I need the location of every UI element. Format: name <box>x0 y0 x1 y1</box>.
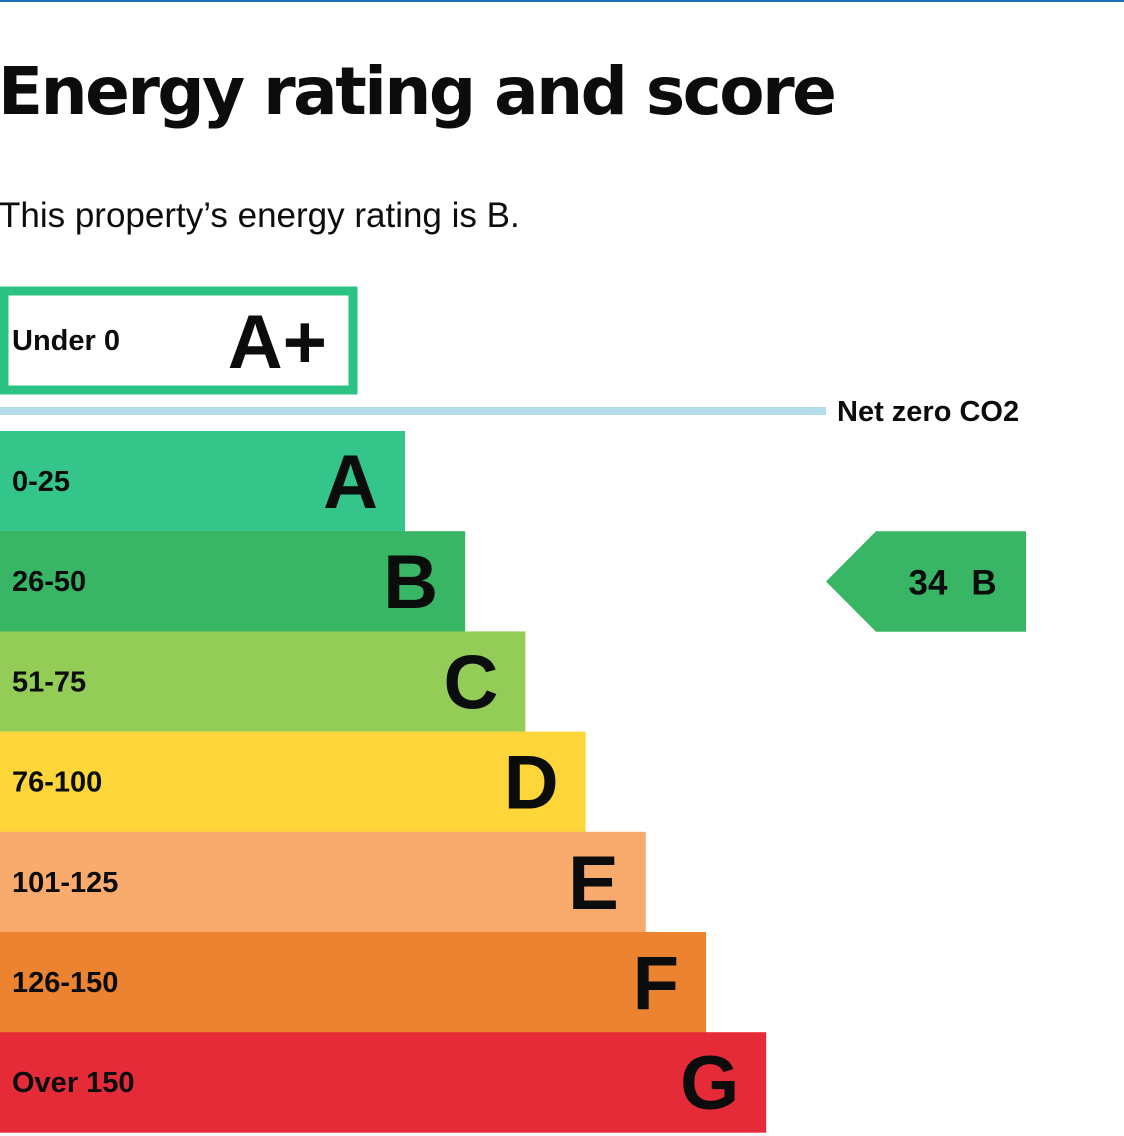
band-aplus-range: Under 0 <box>12 325 120 357</box>
band-e-bar <box>0 831 646 933</box>
band-g-letter: G <box>680 1041 739 1126</box>
band-e-letter: E <box>568 841 619 926</box>
band-f-bar <box>0 932 706 1033</box>
band-b-range: 26-50 <box>12 566 86 598</box>
band-d-letter: D <box>504 741 559 826</box>
current-rating-pointer <box>826 531 1026 632</box>
band-aplus-box <box>0 286 358 395</box>
rating-summary: This property’s energy rating is B. <box>0 196 520 235</box>
band-a-letter: A <box>323 440 378 525</box>
band-g-bar <box>0 1032 767 1133</box>
current-band-letter: B <box>971 563 996 602</box>
band-d-bar <box>0 731 586 833</box>
band-aplus-letter: A+ <box>228 300 327 385</box>
band-a-bar <box>0 431 405 532</box>
net-zero-line <box>0 407 826 415</box>
net-zero-label: Net zero CO2 <box>837 396 1019 428</box>
band-d-range: 76-100 <box>12 767 102 799</box>
band-e-range: 101-125 <box>12 867 118 899</box>
page-title: Energy rating and score <box>0 53 837 130</box>
band-c-letter: C <box>444 640 499 725</box>
band-b-letter: B <box>383 540 438 625</box>
band-b-bar <box>0 531 466 632</box>
band-c-bar <box>0 631 526 732</box>
band-g-range: Over 150 <box>12 1067 135 1099</box>
band-a-range: 0-25 <box>12 466 70 498</box>
band-c-range: 51-75 <box>12 666 86 698</box>
current-score: 34 <box>909 563 948 602</box>
top-rule <box>0 0 1124 2</box>
band-f-letter: F <box>633 941 679 1026</box>
band-f-range: 126-150 <box>12 967 118 999</box>
